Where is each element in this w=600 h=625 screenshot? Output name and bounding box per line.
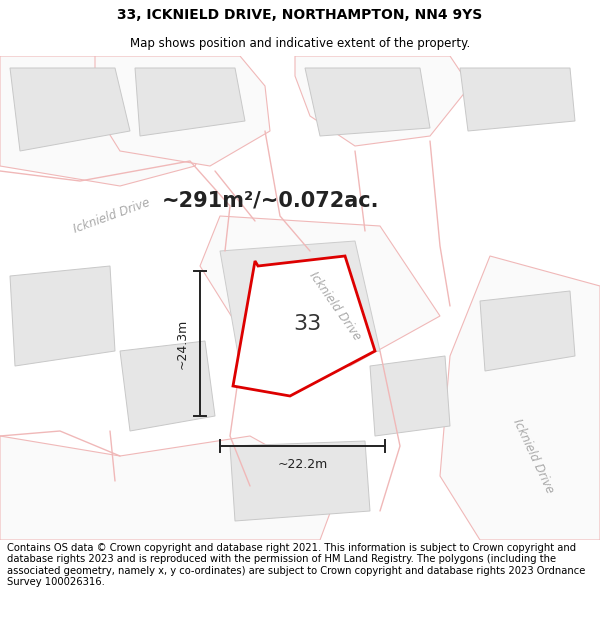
Polygon shape bbox=[200, 216, 440, 366]
Text: 33, ICKNIELD DRIVE, NORTHAMPTON, NN4 9YS: 33, ICKNIELD DRIVE, NORTHAMPTON, NN4 9YS bbox=[118, 8, 482, 21]
Polygon shape bbox=[0, 436, 340, 540]
Polygon shape bbox=[440, 256, 600, 540]
Text: ~24.3m: ~24.3m bbox=[176, 318, 188, 369]
Polygon shape bbox=[480, 291, 575, 371]
Text: Icknield Drive: Icknield Drive bbox=[510, 417, 556, 495]
Text: Icknield Drive: Icknield Drive bbox=[307, 269, 364, 342]
Text: Map shows position and indicative extent of the property.: Map shows position and indicative extent… bbox=[130, 37, 470, 50]
Polygon shape bbox=[230, 441, 370, 521]
Text: ~291m²/~0.072ac.: ~291m²/~0.072ac. bbox=[161, 191, 379, 211]
Polygon shape bbox=[460, 68, 575, 131]
Text: 33: 33 bbox=[293, 314, 322, 334]
Polygon shape bbox=[95, 56, 270, 166]
Polygon shape bbox=[305, 68, 430, 136]
Polygon shape bbox=[233, 256, 375, 396]
Polygon shape bbox=[0, 56, 215, 186]
Polygon shape bbox=[295, 56, 470, 146]
Polygon shape bbox=[10, 266, 115, 366]
Text: Contains OS data © Crown copyright and database right 2021. This information is : Contains OS data © Crown copyright and d… bbox=[7, 542, 586, 588]
Polygon shape bbox=[10, 68, 130, 151]
Polygon shape bbox=[120, 341, 215, 431]
Polygon shape bbox=[370, 356, 450, 436]
Polygon shape bbox=[135, 68, 245, 136]
Polygon shape bbox=[220, 241, 380, 366]
Text: ~22.2m: ~22.2m bbox=[277, 458, 328, 471]
Text: Icknield Drive: Icknield Drive bbox=[72, 196, 152, 236]
